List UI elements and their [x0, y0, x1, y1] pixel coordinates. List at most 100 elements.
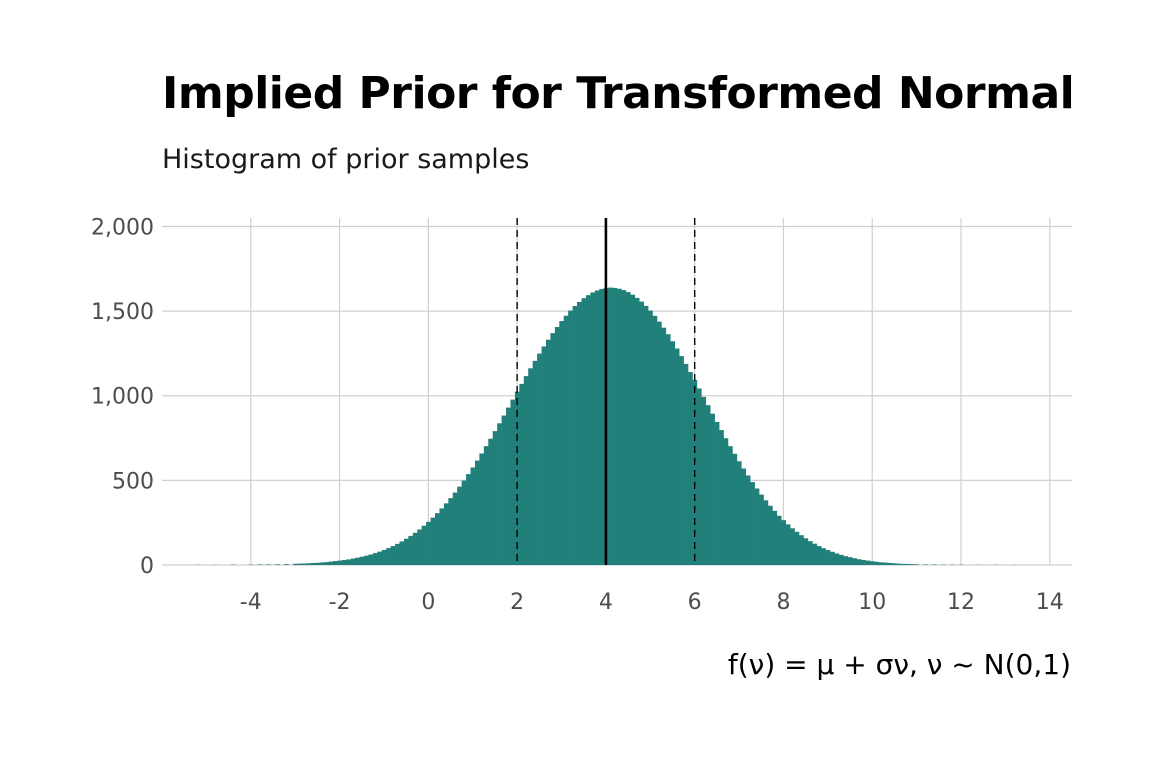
- x-tick-label: 4: [599, 590, 613, 615]
- histogram-bar: [901, 563, 906, 565]
- histogram-bar: [652, 315, 658, 565]
- histogram-bar: [767, 505, 773, 565]
- x-tick-label: 8: [776, 590, 790, 615]
- histogram-bar: [821, 548, 826, 565]
- chart-subtitle: Histogram of prior samples: [162, 144, 530, 175]
- histogram-bar: [315, 562, 320, 565]
- histogram-bar: [648, 310, 653, 565]
- histogram-bar: [275, 564, 280, 565]
- histogram-bar: [563, 315, 569, 565]
- histogram-bar: [368, 554, 374, 565]
- histogram-bar: [803, 538, 809, 565]
- histogram-bar: [337, 560, 343, 565]
- histogram-bar: [634, 297, 640, 565]
- histogram-bar: [501, 415, 507, 565]
- bars-layer: [195, 287, 1017, 565]
- histogram-bar: [776, 515, 782, 565]
- histogram-bar: [386, 548, 391, 565]
- x-tick-label: -2: [329, 590, 351, 615]
- histogram-bar: [430, 517, 436, 565]
- chart-title: Implied Prior for Transformed Normal: [162, 68, 1075, 119]
- y-tick-label: 0: [140, 554, 154, 579]
- histogram-bar: [665, 334, 671, 565]
- histogram-bar: [577, 301, 582, 565]
- histogram-bar: [594, 290, 600, 565]
- histogram-bar: [466, 474, 471, 565]
- histogram-bar: [346, 559, 351, 565]
- histogram-bar: [266, 564, 272, 565]
- histogram-bar: [670, 341, 676, 565]
- histogram-bar: [856, 559, 862, 565]
- histogram-bar: [448, 498, 454, 565]
- histogram-bar: [612, 287, 618, 565]
- histogram-bar: [585, 295, 591, 565]
- histogram-bar: [506, 407, 511, 565]
- histogram-bar: [408, 535, 414, 565]
- histogram-bar: [395, 543, 400, 565]
- histogram-bar: [457, 486, 462, 565]
- histogram-bar: [870, 561, 875, 565]
- histogram-bar: [887, 562, 893, 565]
- reference-lines: [516, 218, 696, 565]
- histogram-bar: [292, 563, 298, 565]
- histogram-bar: [412, 532, 418, 565]
- histogram-bar: [483, 446, 489, 565]
- histogram-bar: [599, 288, 604, 565]
- histogram-bar: [461, 480, 467, 565]
- histogram-bar: [909, 564, 915, 565]
- histogram-bar: [390, 546, 396, 565]
- histogram-bar: [763, 500, 769, 565]
- histogram-bar: [625, 292, 631, 565]
- histogram-bar: [332, 561, 338, 565]
- histogram-bar: [812, 543, 818, 565]
- y-tick-label: 1,500: [91, 300, 154, 325]
- histogram-bar: [683, 363, 689, 565]
- histogram-bar: [781, 520, 786, 565]
- histogram-bar: [497, 423, 502, 565]
- histogram-bar: [372, 553, 378, 565]
- histogram-bar: [399, 541, 405, 565]
- histogram-bar: [568, 310, 573, 565]
- histogram-bar: [794, 531, 800, 565]
- histogram-bar: [816, 546, 822, 565]
- x-axis-ticks: -4 -2 0 2 4 6 8 10 12 14: [240, 590, 1064, 615]
- histogram-bar: [590, 292, 596, 565]
- histogram-bar: [710, 413, 715, 565]
- histogram-bar: [878, 562, 884, 565]
- y-axis-ticks: 0 500 1,000 1,500 2,000: [91, 215, 154, 579]
- x-tick-label: 6: [688, 590, 702, 615]
- histogram-bar: [834, 553, 840, 565]
- histogram-bar: [621, 290, 627, 565]
- histogram-bar: [688, 372, 693, 565]
- y-tick-label: 2,000: [91, 215, 154, 240]
- histogram-bar: [523, 376, 529, 565]
- histogram-bar: [892, 563, 897, 565]
- histogram-bar: [896, 563, 902, 565]
- histogram-bar: [679, 356, 684, 565]
- histogram-bar: [257, 564, 263, 565]
- histogram-bar: [838, 554, 844, 565]
- histogram-bar: [861, 559, 866, 565]
- histogram-bar: [355, 557, 360, 565]
- histogram-bar: [630, 294, 636, 565]
- histogram-bar: [328, 561, 334, 565]
- histogram-bar: [639, 301, 644, 565]
- histogram-bar: [790, 528, 795, 565]
- histogram-bar: [377, 551, 383, 565]
- x-tick-label: 12: [947, 590, 975, 615]
- x-axis-label: f(ν) = μ + σν, ν ~ N(0,1): [728, 648, 1071, 681]
- histogram-bar: [727, 446, 733, 565]
- histogram-bar: [923, 564, 929, 565]
- histogram-bar: [435, 513, 440, 565]
- histogram-bar: [581, 298, 587, 565]
- histogram-bar: [492, 431, 498, 565]
- histogram-bar: [341, 560, 347, 565]
- histogram-bar: [661, 327, 667, 565]
- histogram-bar: [905, 563, 911, 565]
- histogram-bar: [301, 563, 307, 565]
- histogram-bar: [745, 475, 751, 565]
- histogram-bar: [932, 564, 937, 565]
- histogram-bar: [381, 549, 387, 565]
- histogram-bar: [559, 321, 565, 565]
